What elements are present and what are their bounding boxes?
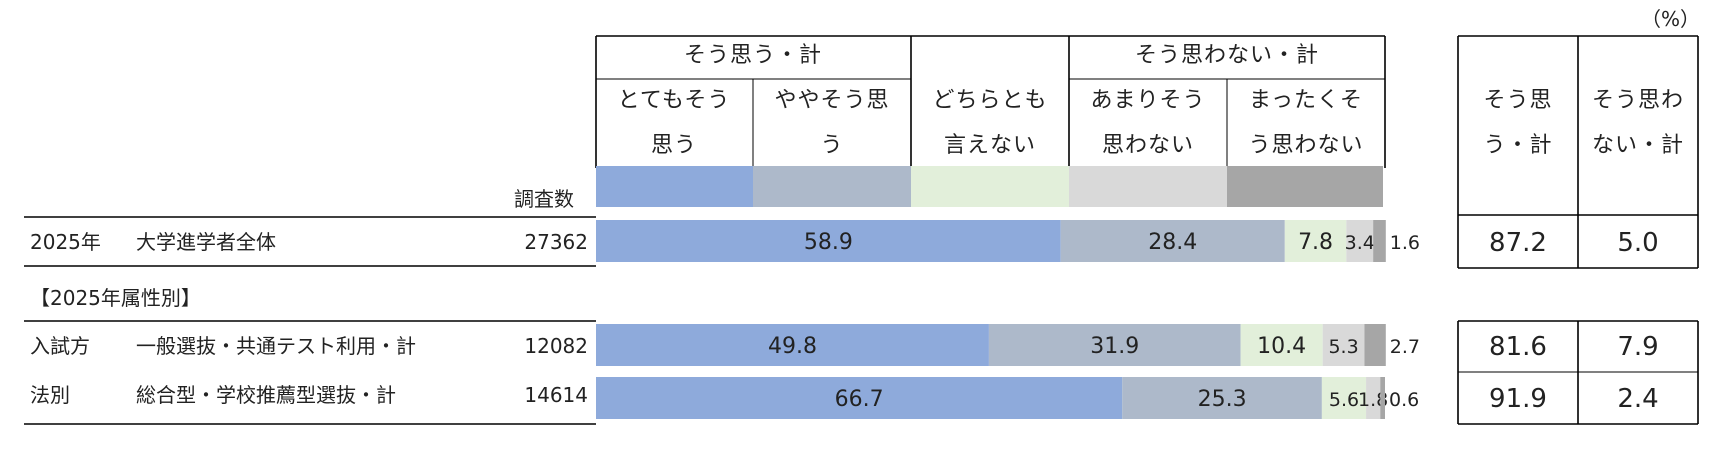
- total-disagree-header-line-2: ない・計: [1592, 133, 1684, 158]
- bar-row-3-seg-4: [1366, 377, 1381, 419]
- legend-col-4-line-2: 思わない: [1102, 133, 1194, 158]
- legend-swatch-1: [596, 166, 753, 207]
- row-2-disagree-total: 7.9: [1617, 332, 1658, 362]
- row-3-agree-total: 91.9: [1489, 384, 1547, 414]
- legend-col-1-line-2: 思う: [651, 133, 697, 158]
- bar-label-row-3-seg-1: 66.7: [835, 387, 884, 412]
- legend-header: そう思う・計 そう思わない・計 とてもそう 思う ややそう思 う どちらとも 言…: [595, 35, 1386, 207]
- count-header: 調査数: [514, 187, 574, 211]
- bar-row-2-seg-2: [988, 324, 1241, 366]
- bar-label-row-2-seg-3: 10.4: [1257, 334, 1306, 359]
- bar-label-row-1-seg-4: 3.4: [1345, 232, 1375, 254]
- bar-row-1-seg-1: [596, 220, 1061, 262]
- row-1-label: 大学進学者全体: [136, 230, 276, 254]
- bar-label-row-1-seg-1: 58.9: [804, 230, 853, 255]
- legend-swatch-2: [753, 166, 911, 207]
- legend-col-3-line-1: どちらとも: [932, 88, 1047, 113]
- bar-label-row-3-seg-5: 0.6: [1389, 389, 1419, 411]
- legend-swatch-4: [1069, 166, 1227, 207]
- bar-row-3-seg-1: [596, 377, 1123, 419]
- group-label-line-2: 法別: [30, 383, 70, 407]
- legend-col-3-line-2: 言えない: [944, 133, 1036, 158]
- row-2-label: 一般選抜・共通テスト利用・計: [136, 334, 416, 358]
- bar-row-2-seg-5: [1364, 324, 1386, 366]
- bar-label-row-2-seg-2: 31.9: [1090, 334, 1139, 359]
- bar-row-2-seg-4: [1322, 324, 1365, 366]
- total-agree-header-line-1: そう思: [1483, 88, 1552, 113]
- group-label-line-1: 入試方: [30, 334, 90, 358]
- row-1-agree-total: 87.2: [1489, 228, 1547, 258]
- bars-group: 58.9 28.4 7.8 3.4 1.6 49.8 31.9 10.4 5.3 2.7 66.7 2…: [596, 220, 1420, 419]
- row-2-count: 12082: [524, 334, 588, 358]
- bar-row-3-seg-5: [1380, 377, 1385, 419]
- bar-label-row-3-seg-3: 5.6: [1329, 389, 1359, 411]
- bar-label-row-2-seg-4: 5.3: [1328, 336, 1358, 358]
- bar-label-row-2-seg-1: 49.8: [768, 334, 817, 359]
- row-1-count: 27362: [524, 230, 588, 254]
- row-1-year: 2025年: [30, 230, 101, 254]
- bar-row-3-seg-3: [1321, 377, 1367, 419]
- bar-row-1-seg-4: [1346, 220, 1374, 262]
- row-2-agree-total: 81.6: [1489, 332, 1547, 362]
- bar-row-1-seg-3: [1284, 220, 1347, 262]
- bar-row-1-seg-2: [1060, 220, 1285, 262]
- row-3-count: 14614: [524, 383, 588, 407]
- bar-label-row-1-seg-2: 28.4: [1148, 230, 1197, 255]
- row-3-label: 総合型・学校推薦型選抜・計: [136, 383, 396, 407]
- bar-label-row-2-seg-5: 2.7: [1390, 336, 1420, 358]
- row-3-disagree-total: 2.4: [1617, 384, 1658, 414]
- group-disagree-label: そう思わない・計: [1135, 43, 1319, 68]
- bar-row-3-seg-2: [1122, 377, 1322, 419]
- legend-col-5-line-1: まったくそ: [1249, 88, 1363, 113]
- bar-row-1-seg-5: [1373, 220, 1386, 262]
- legend-col-1-line-1: とてもそう: [618, 88, 731, 113]
- legend-swatch-5: [1227, 166, 1383, 207]
- legend-swatch-3: [911, 166, 1069, 207]
- total-disagree-header-line-1: そう思わ: [1592, 88, 1684, 113]
- row-1-disagree-total: 5.0: [1617, 228, 1658, 258]
- bar-row-2-seg-3: [1240, 324, 1323, 366]
- totals-table: そう思 う・計 そう思わ ない・計 87.2 5.0 81.6 7.9 91.9…: [1457, 35, 1699, 425]
- total-agree-header-line-2: う・計: [1483, 133, 1552, 158]
- unit-label: （%）: [1641, 7, 1700, 31]
- group-agree-label: そう思う・計: [684, 43, 822, 68]
- section-label: 【2025年属性別】: [30, 286, 201, 310]
- legend-col-4-line-1: あまりそう: [1090, 88, 1205, 113]
- bar-label-row-1-seg-5: 1.6: [1390, 232, 1420, 254]
- legend-col-2-line-2: う: [820, 133, 843, 158]
- legend-col-2-line-1: ややそう思: [774, 88, 889, 113]
- bar-label-row-3-seg-2: 25.3: [1198, 387, 1247, 412]
- legend-col-5-line-2: う思わない: [1248, 133, 1363, 158]
- bar-row-2-seg-1: [596, 324, 989, 366]
- bar-label-row-1-seg-3: 7.8: [1298, 230, 1333, 255]
